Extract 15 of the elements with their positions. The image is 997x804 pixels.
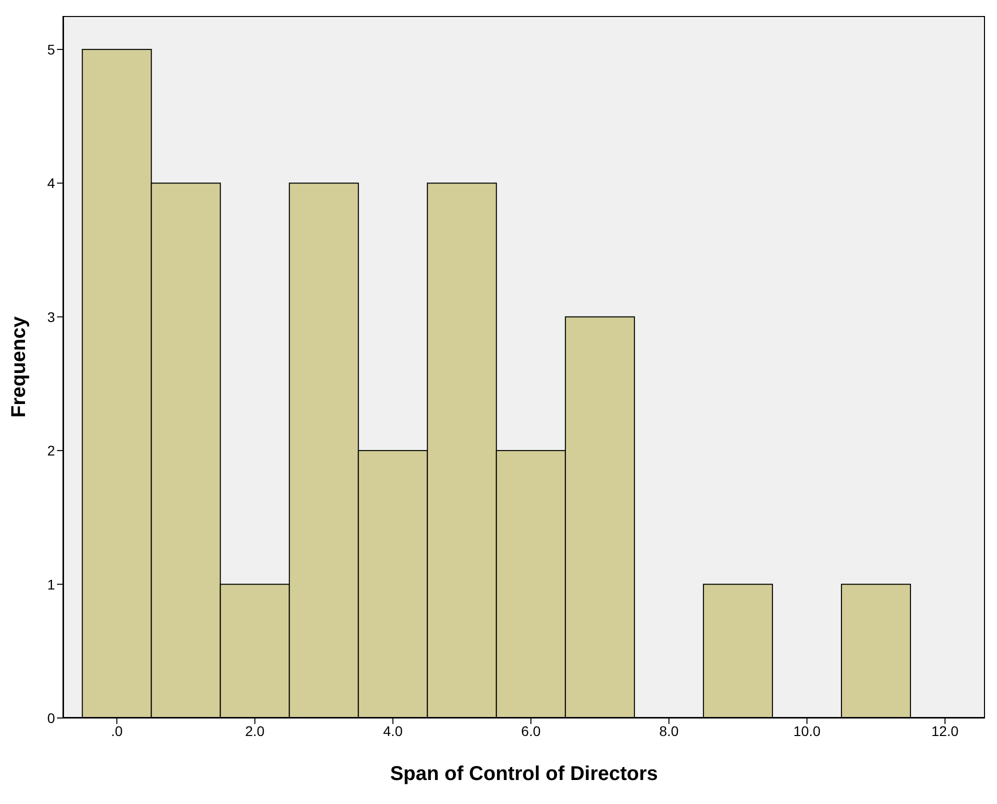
x-tick-label: 2.0 <box>245 722 265 739</box>
x-axis-title: Span of Control of Directors <box>390 763 658 785</box>
x-tick-label: 8.0 <box>659 722 679 739</box>
y-tick-label: 5 <box>47 41 56 58</box>
x-tick-label: .0 <box>110 722 123 739</box>
y-axis-title: Frequency <box>8 316 30 418</box>
x-tick-label: 12.0 <box>931 722 959 739</box>
y-tick-label: 2 <box>47 442 56 459</box>
x-tick-label: 6.0 <box>521 722 541 739</box>
y-tick-label: 4 <box>47 175 56 192</box>
y-tick-label: 1 <box>47 576 56 592</box>
y-tick-label: 0 <box>47 710 56 726</box>
x-tick-label: 10.0 <box>793 722 821 739</box>
y-tick-label: 3 <box>47 308 56 325</box>
x-tick-label: 4.0 <box>383 722 403 739</box>
